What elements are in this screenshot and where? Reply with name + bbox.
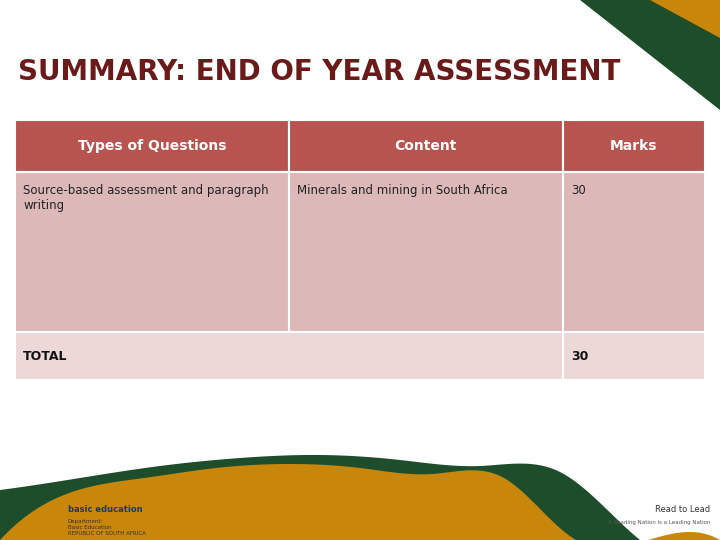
Text: Read to Lead: Read to Lead bbox=[655, 505, 710, 515]
Text: Source-based assessment and paragraph
writing: Source-based assessment and paragraph wr… bbox=[23, 184, 269, 212]
Bar bbox=[15, 332, 563, 380]
Polygon shape bbox=[580, 0, 720, 110]
Text: A Reading Nation is a Leading Nation: A Reading Nation is a Leading Nation bbox=[608, 520, 710, 525]
Bar bbox=[15, 120, 289, 172]
Text: TOTAL: TOTAL bbox=[23, 349, 68, 362]
Text: SUMMARY: END OF YEAR ASSESSMENT: SUMMARY: END OF YEAR ASSESSMENT bbox=[18, 58, 621, 86]
Bar bbox=[563, 172, 705, 332]
Polygon shape bbox=[0, 464, 720, 540]
Text: Types of Questions: Types of Questions bbox=[78, 139, 226, 153]
Bar bbox=[563, 332, 705, 380]
Text: Content: Content bbox=[395, 139, 457, 153]
Text: Marks: Marks bbox=[610, 139, 657, 153]
Text: basic education: basic education bbox=[68, 505, 143, 515]
Text: 30: 30 bbox=[571, 184, 585, 197]
Bar bbox=[563, 120, 705, 172]
Polygon shape bbox=[650, 0, 720, 38]
Text: Department:
Basic Education
REPUBLIC OF SOUTH AFRICA: Department: Basic Education REPUBLIC OF … bbox=[68, 519, 146, 536]
Bar bbox=[289, 172, 563, 332]
Polygon shape bbox=[0, 455, 720, 540]
Text: 30: 30 bbox=[571, 349, 588, 362]
Bar bbox=[289, 120, 563, 172]
Text: Minerals and mining in South Africa: Minerals and mining in South Africa bbox=[297, 184, 508, 197]
Bar bbox=[15, 172, 289, 332]
